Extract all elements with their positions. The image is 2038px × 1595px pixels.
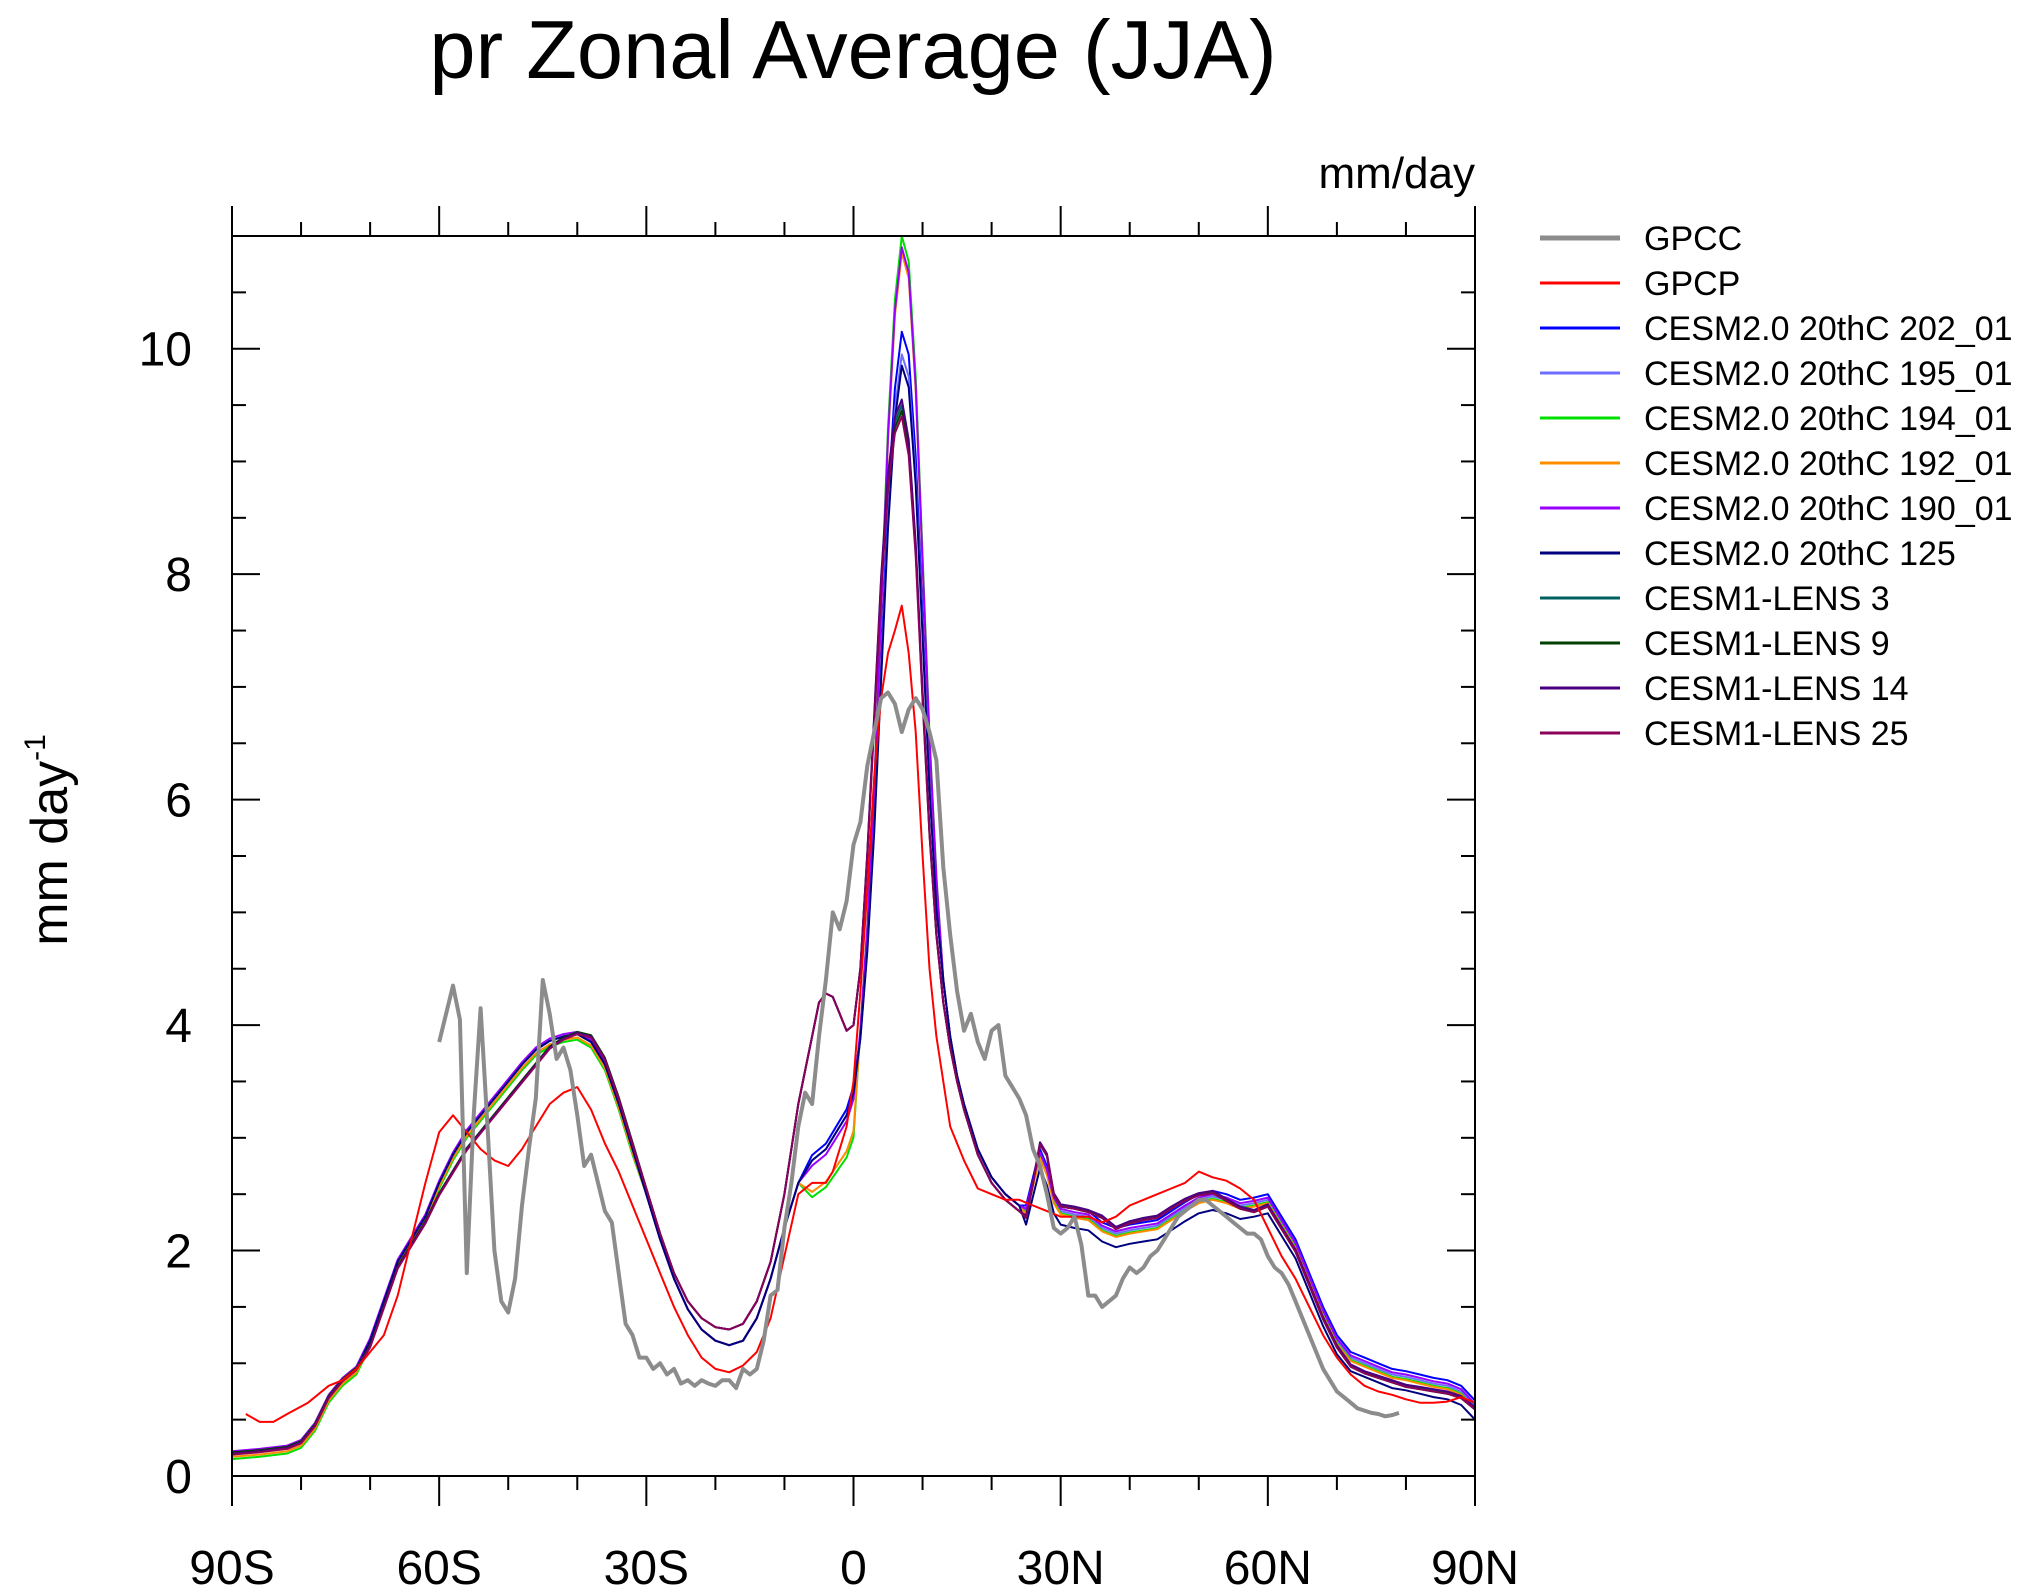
y-axis-label: mm day-1 [19, 734, 79, 946]
x-tick-label: 30S [604, 1542, 689, 1595]
x-tick-label: 60S [396, 1542, 481, 1595]
series-line-cesm1-lens-3 [231, 404, 1476, 1455]
y-tick-label: 10 [139, 324, 192, 377]
y-tick-label: 0 [165, 1451, 192, 1504]
axis-ticks: 0 2 4 6 8 10 90S 60S 30S 0 30N 60N 90N [139, 206, 1519, 1595]
y-axis-label-superscript: -1 [19, 734, 52, 761]
units-label: mm/day [1319, 149, 1475, 198]
legend-label-cesm2-0-20thc-192-01: CESM2.0 20thC 192_01 [1644, 445, 2013, 483]
y-tick-label: 2 [165, 1226, 192, 1279]
plot-lines [231, 235, 1476, 1461]
series-line-cesm1-lens-25 [231, 415, 1476, 1456]
x-tick-label: 90N [1431, 1542, 1519, 1595]
x-tick-label: 0 [840, 1542, 867, 1595]
x-tick-label: 30N [1017, 1542, 1105, 1595]
x-tick-label: 60N [1224, 1542, 1312, 1595]
legend-label-cesm1-lens-14: CESM1-LENS 14 [1644, 670, 1909, 708]
x-tick-label: 90S [189, 1542, 274, 1595]
y-axis-label-text: mm day [21, 761, 79, 946]
legend: GPCC GPCP CESM2.0 20thC 202_01 CESM2.0 20th… [1540, 220, 2013, 753]
legend-label-cesm2-0-20thc-194-01: CESM2.0 20thC 194_01 [1644, 400, 2013, 438]
legend-label-gpcc: GPCC [1644, 220, 1742, 258]
series-line-cesm1-lens-14 [231, 398, 1476, 1455]
legend-label-cesm2-0-20thc-195-01: CESM2.0 20thC 195_01 [1644, 355, 2013, 393]
series-line-cesm1-lens-9 [231, 409, 1476, 1454]
y-tick-label: 6 [165, 775, 192, 828]
legend-label-cesm1-lens-9: CESM1-LENS 9 [1644, 625, 1890, 663]
legend-label-cesm1-lens-25: CESM1-LENS 25 [1644, 715, 1909, 753]
chart-title: pr Zonal Average (JJA) [429, 3, 1276, 96]
series-line-cesm2-0-20thc-190-01 [231, 246, 1476, 1453]
series-line-gpcp [245, 604, 1476, 1423]
legend-label-cesm2-0-20thc-125: CESM2.0 20thC 125 [1644, 535, 1956, 573]
legend-label-cesm1-lens-3: CESM1-LENS 3 [1644, 580, 1890, 618]
series-line-gpcc [437, 690, 1400, 1419]
legend-label-gpcp: GPCP [1644, 265, 1740, 303]
legend-label-cesm2-0-20thc-202-01: CESM2.0 20thC 202_01 [1644, 310, 2013, 348]
y-tick-label: 4 [165, 1000, 192, 1053]
legend-label-cesm2-0-20thc-190-01: CESM2.0 20thC 190_01 [1644, 490, 2013, 528]
series-line-cesm2-0-20thc-125 [231, 364, 1476, 1455]
y-tick-label: 8 [165, 549, 192, 602]
